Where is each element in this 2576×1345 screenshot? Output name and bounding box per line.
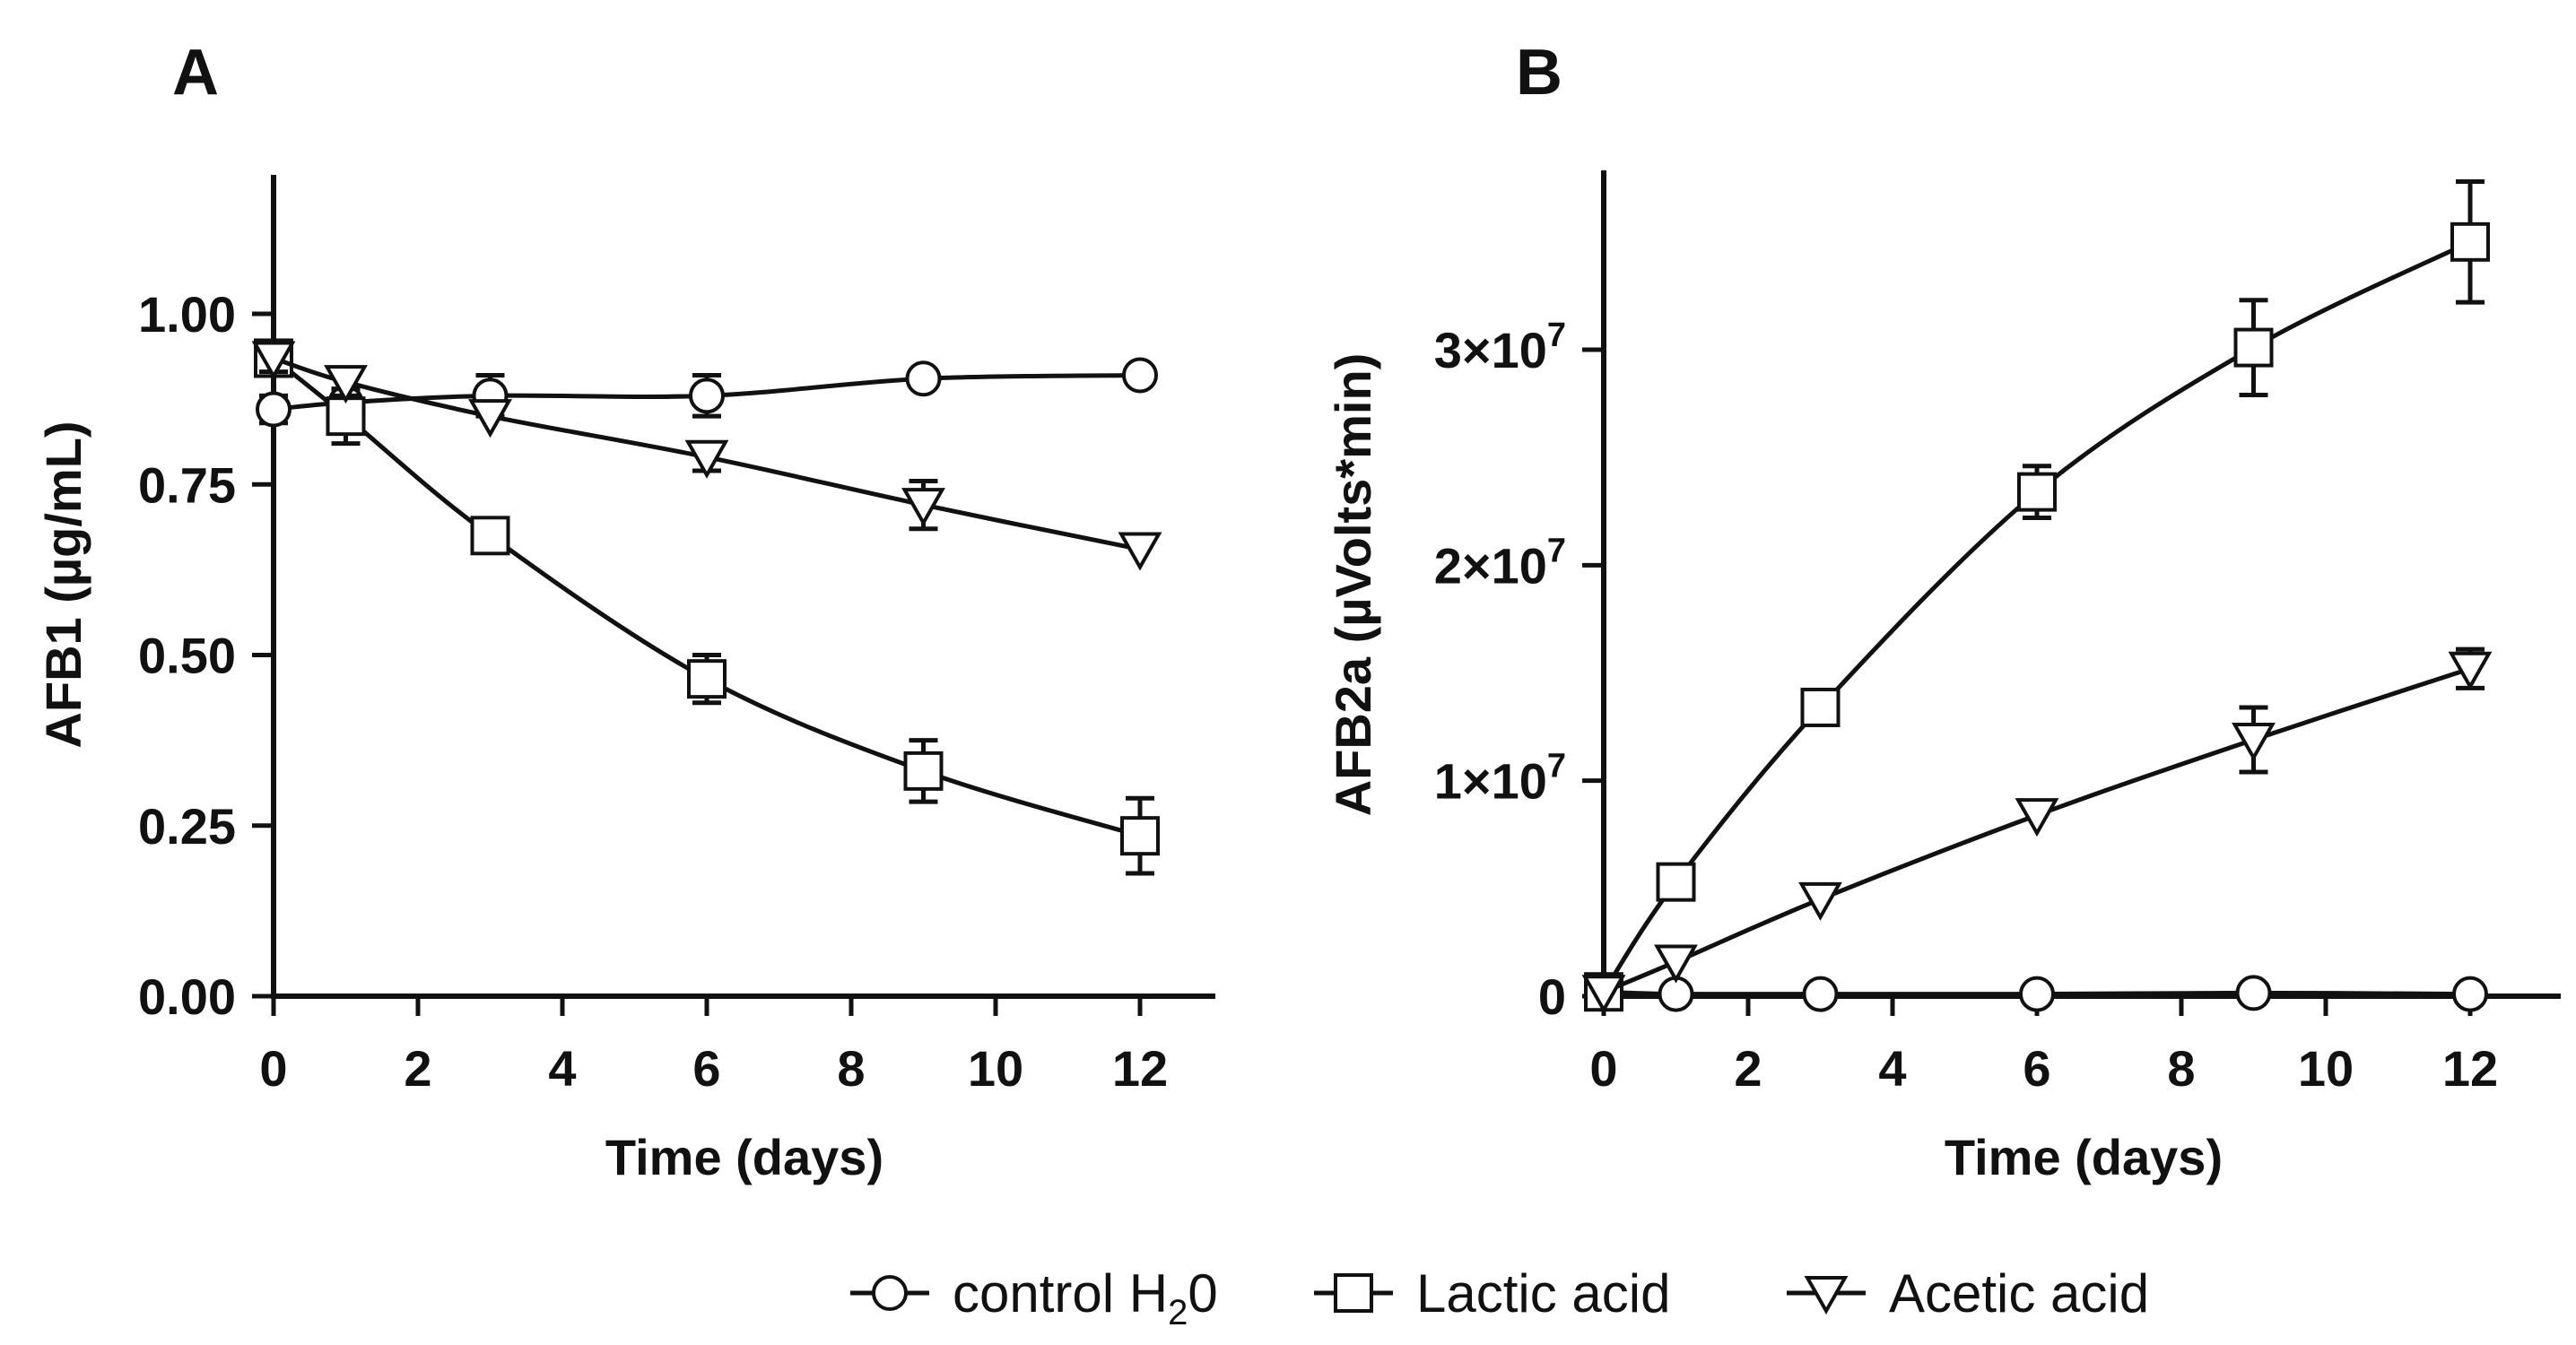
panel-a-y-tick-label: 0.50 xyxy=(138,628,236,684)
panel-a-acetic-acid-point xyxy=(324,365,368,404)
panel-a-lactic-acid-point xyxy=(1120,816,1160,856)
panel-a-acetic-acid-point xyxy=(468,399,512,438)
legend-triangle-down-marker xyxy=(1804,1276,1849,1315)
panel-a-lactic-acid-curve xyxy=(272,356,1141,838)
panel-b-acetic-acid-point xyxy=(2448,651,2493,690)
panel-b-x-tick-label: 6 xyxy=(2023,1040,2050,1097)
panel-b-x-tick-label: 2 xyxy=(1734,1040,1762,1097)
panel-a-x-tick-label: 8 xyxy=(837,1040,865,1097)
panel-b-y-tick-label: 0 xyxy=(1538,968,1566,1025)
panel-a-letter: A xyxy=(172,37,219,108)
panel-b-y-title: AFB2a (µVolts*min) xyxy=(1325,353,1381,817)
panel-b-marks xyxy=(1581,179,2493,1014)
panel-b-control-h20-point xyxy=(1802,976,1839,1012)
panel-b-acetic-acid-point xyxy=(2015,798,2059,837)
panel-b-acetic-acid-point xyxy=(2232,723,2276,762)
panel-a-control-h20-point xyxy=(1122,357,1158,394)
panel-b-y-tick-label: 3×107 xyxy=(1434,317,1566,378)
panel-b-x-tick-label: 12 xyxy=(2442,1040,2498,1097)
panel-b-lactic-acid-point xyxy=(1656,862,1696,902)
panel-a-y-tick-label: 1.00 xyxy=(138,286,236,343)
panel-a-x-tick-label: 0 xyxy=(259,1040,287,1097)
legend-label: Acetic acid xyxy=(1889,1263,2149,1323)
legend-label: Lactic acid xyxy=(1416,1263,1670,1323)
panel-a-lactic-acid-point xyxy=(470,516,510,556)
panel-a-y-title: AFB1 (µg/mL) xyxy=(35,421,91,748)
panel-a-x-tick-label: 4 xyxy=(548,1040,576,1097)
panel-a-acetic-acid-point xyxy=(901,488,945,527)
panel-b-lactic-acid-curve xyxy=(1601,239,2472,994)
panel-a-control-h20-point xyxy=(905,360,942,397)
panel-b-letter: B xyxy=(1516,37,1562,108)
legend-label: control H20 xyxy=(953,1263,1218,1332)
panel-a-y-tick-label: 0.75 xyxy=(138,456,236,513)
panel-a-x-tick-label: 2 xyxy=(404,1040,431,1097)
panel-a-x-tick-label: 6 xyxy=(692,1040,720,1097)
panel-b-control-h20-point xyxy=(2235,975,2272,1011)
legend-square-marker xyxy=(1334,1273,1373,1313)
panel-a-x-tick-label: 10 xyxy=(968,1040,1023,1097)
panel-b-control-h20-point xyxy=(2019,976,2055,1012)
panel-b-y-tick-label: 1×107 xyxy=(1434,748,1566,810)
panel-b-x-tick-label: 0 xyxy=(1589,1040,1617,1097)
panel-b-x-title: Time (days) xyxy=(1945,1129,2223,1185)
panel-b-y-tick-label: 2×107 xyxy=(1434,532,1566,594)
panel-a-acetic-acid-point xyxy=(1118,532,1162,571)
legend-circle-marker xyxy=(872,1275,908,1311)
panel-a-y-tick-label: 0.25 xyxy=(138,798,236,855)
panel-a-lactic-acid-point xyxy=(687,659,727,699)
panel-a-control-h20-point xyxy=(256,391,292,428)
panel-b-acetic-acid-point xyxy=(1798,881,1842,921)
panel-b-lactic-acid-point xyxy=(2450,221,2490,262)
legend: control H20 Lactic acid Acetic acid xyxy=(850,1263,2149,1332)
panel-b-control-h20-point xyxy=(2452,976,2488,1012)
panel-a-acetic-acid-point xyxy=(684,439,729,479)
panel-b-acetic-acid-point xyxy=(1654,944,1698,984)
panel-b-x-tick-label: 8 xyxy=(2167,1040,2195,1097)
panel-b-x-tick-label: 10 xyxy=(2298,1040,2354,1097)
panel-a-y-tick-label: 0.00 xyxy=(138,968,236,1025)
panel-a-control-h20-point xyxy=(689,377,725,414)
panel-b-x-tick-label: 4 xyxy=(1878,1040,1906,1097)
panel-b-ticks: 0 2 4 6 8 10 12 0 1×107 2×107 3×107 xyxy=(1434,317,2498,1097)
panel-a-ticks: 0 2 4 6 8 10 12 0.00 0.25 0.50 0.75 1.00 xyxy=(138,286,1168,1097)
panel-a-x-tick-label: 12 xyxy=(1112,1040,1168,1097)
panel-a-acetic-acid-point xyxy=(251,341,296,380)
panel-a-x-title: Time (days) xyxy=(605,1129,883,1185)
panel-b-lactic-acid-point xyxy=(2233,327,2274,368)
panel-b-lactic-acid-point xyxy=(1800,687,1841,727)
panel-a-lactic-acid-point xyxy=(903,751,944,791)
panel-a-marks xyxy=(251,338,1162,876)
panel-b-lactic-acid-point xyxy=(2017,472,2057,512)
panel-b-acetic-acid-point xyxy=(1581,975,1626,1014)
